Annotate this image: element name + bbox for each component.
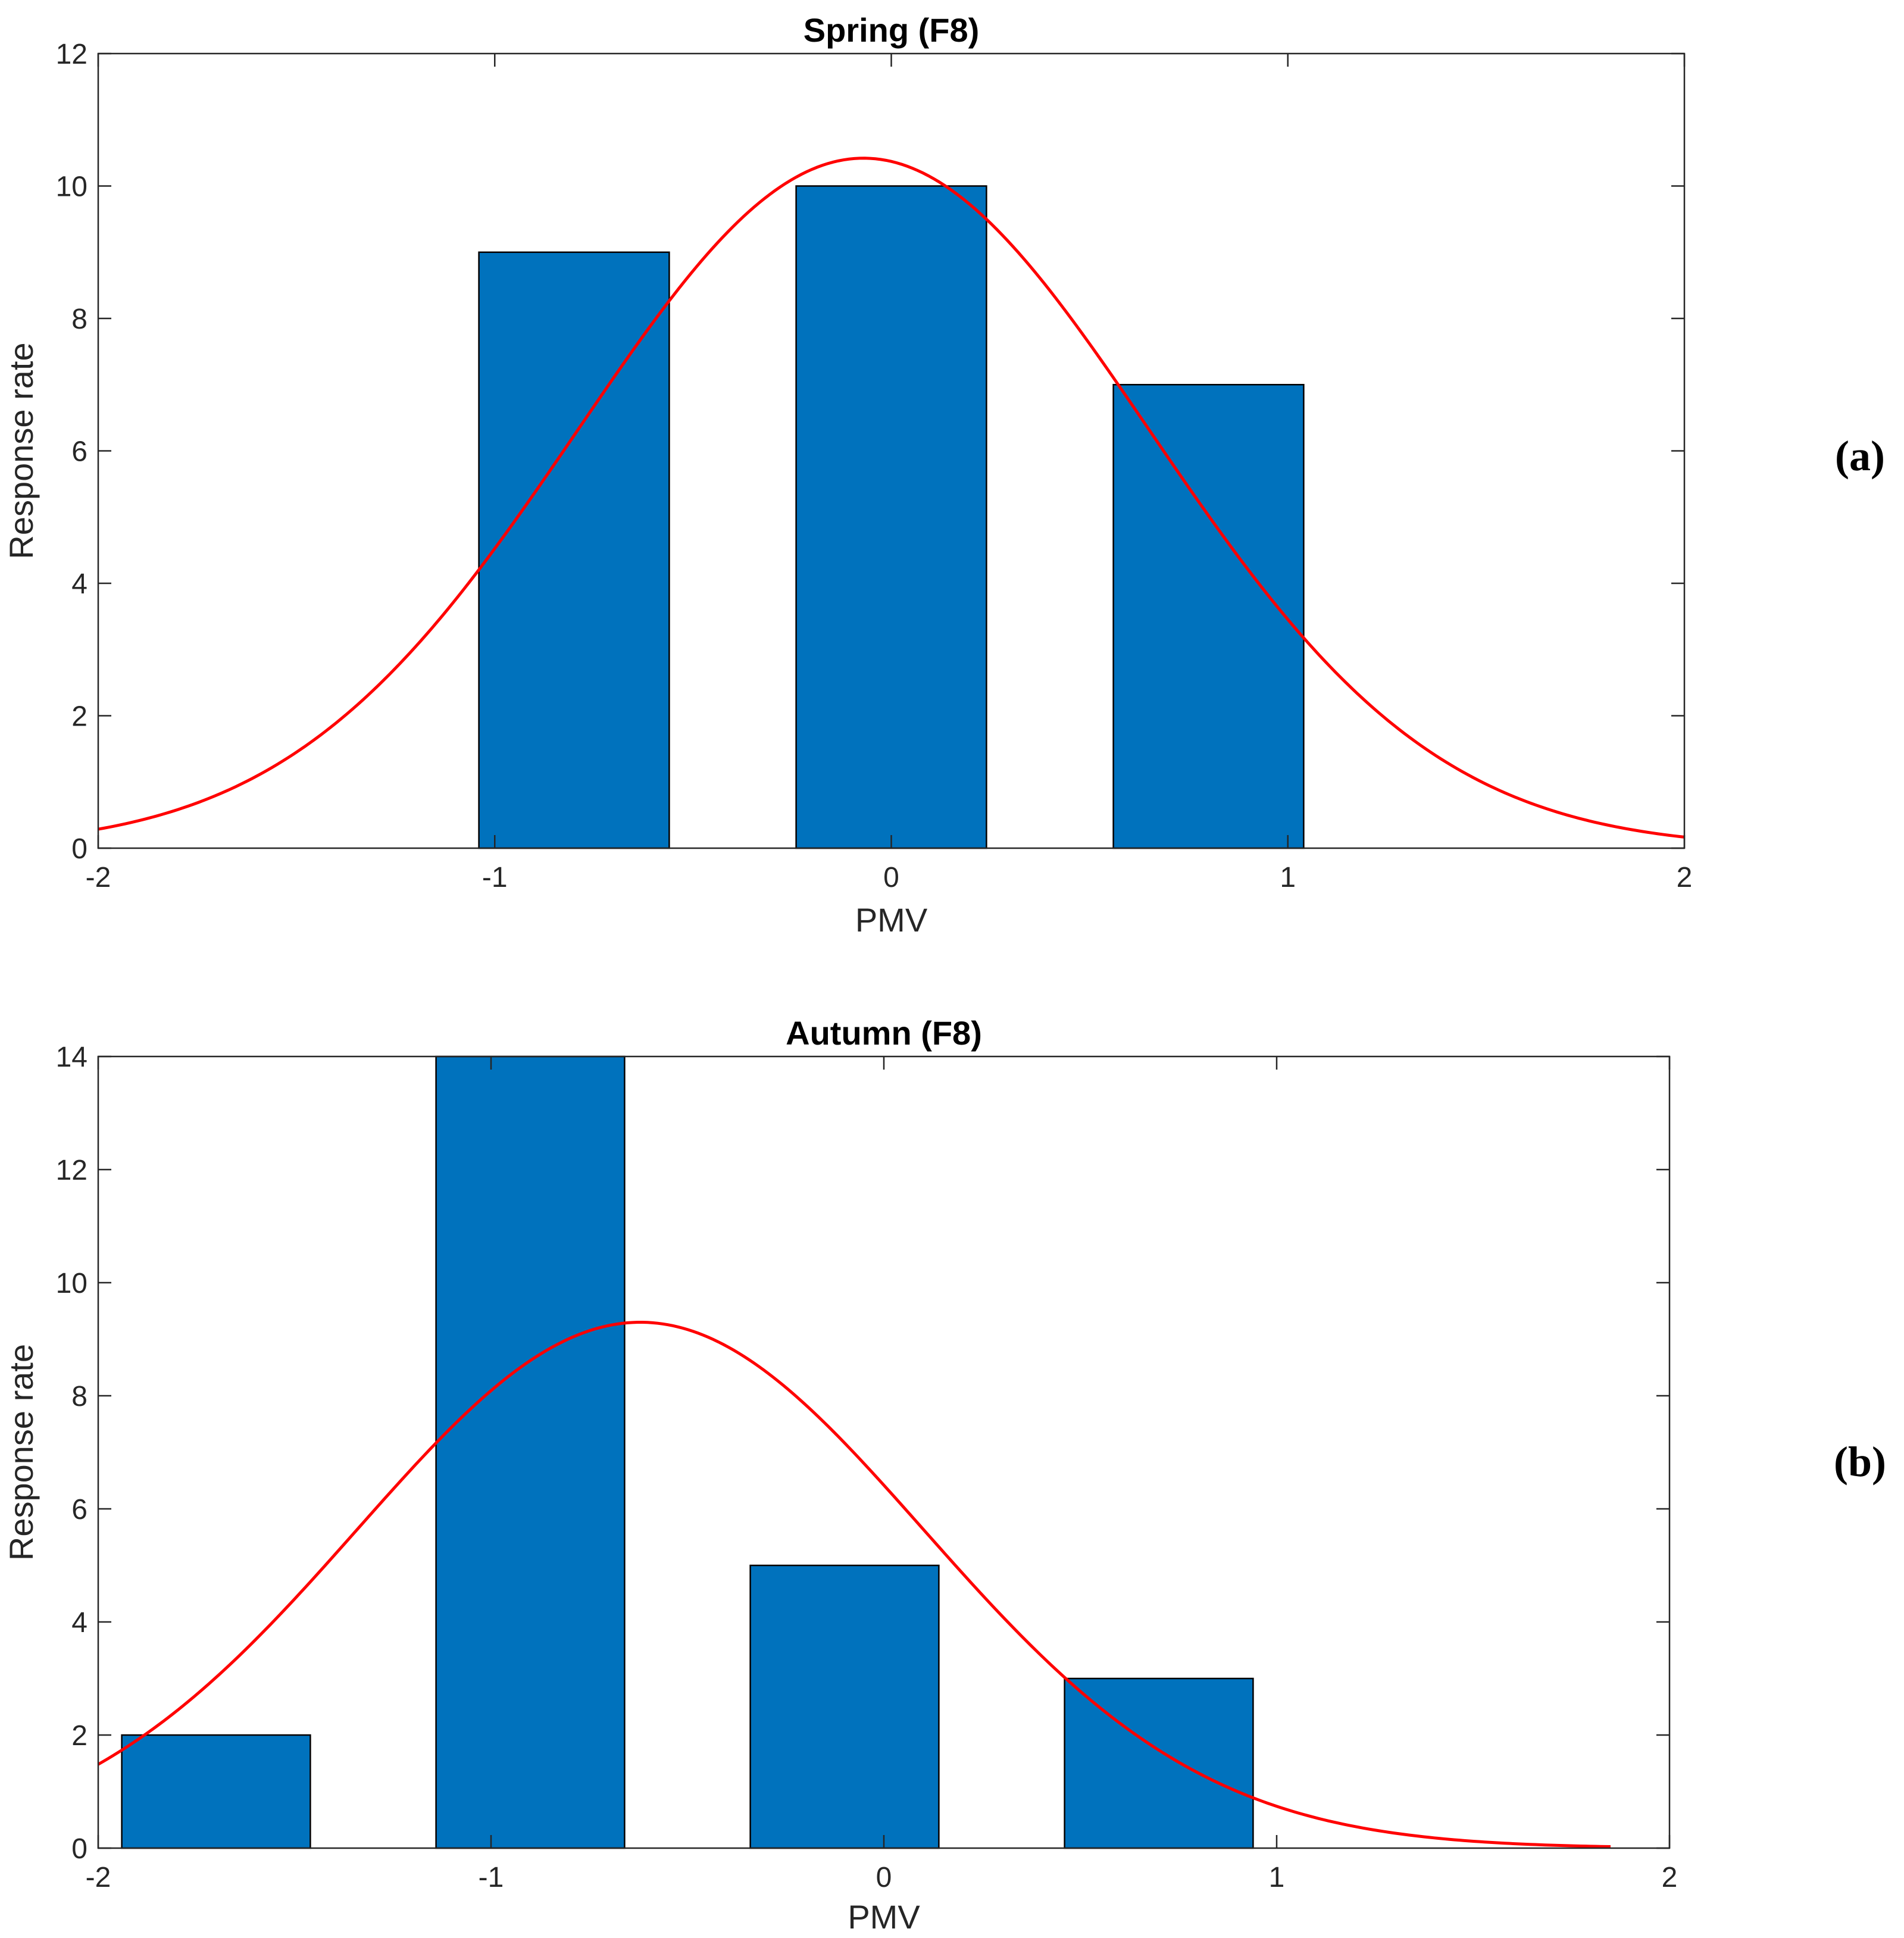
chart-1-ytick-label-5: 10 [56, 1268, 87, 1299]
chart-0-ytick-label-6: 12 [56, 39, 87, 70]
chart-1-xlabel: PMV [848, 1898, 920, 1936]
chart-0-bar-0 [478, 251, 670, 849]
chart-0-ylabel: Response rate [2, 342, 40, 559]
chart-1-ytick-label-6: 12 [56, 1155, 87, 1186]
chart-1-bar-3 [1064, 1677, 1254, 1849]
chart-1-ytick-label-7: 14 [56, 1042, 87, 1073]
chart-1-title: Autumn (F8) [786, 1014, 982, 1052]
chart-0-xtick-label-1: -1 [482, 862, 508, 893]
chart-0-panel-label: (a) [1835, 432, 1885, 480]
chart-0-xtick-label-0: -2 [86, 862, 111, 893]
chart-1-bar-2 [749, 1564, 940, 1849]
chart-0-ytick-label-0: 0 [71, 833, 87, 865]
chart-0-xtick-label-2: 0 [883, 862, 899, 893]
chart-1-bar-0 [121, 1734, 311, 1849]
chart-1-xtick-label-3: 1 [1269, 1862, 1285, 1893]
chart-0-ytick-label-2: 4 [71, 568, 87, 600]
chart-1-ytick-label-3: 6 [71, 1494, 87, 1526]
chart-1-bar-1 [435, 1055, 626, 1849]
chart-1-ytick-label-1: 2 [71, 1720, 87, 1752]
chart-1-xtick-label-4: 2 [1662, 1862, 1678, 1893]
chart-1-panel-label: (b) [1834, 1438, 1886, 1486]
chart-0-xlabel: PMV [855, 901, 928, 939]
chart-0-fit-curve [98, 157, 1685, 839]
chart-1-fit-curve [97, 1321, 1611, 1849]
chart-0-title: Spring (F8) [804, 11, 980, 49]
chart-1-ytick-label-4: 8 [71, 1381, 87, 1412]
chart-0-ytick-label-1: 2 [71, 701, 87, 733]
chart-0-ytick-label-4: 8 [71, 304, 87, 335]
chart-1-xtick-label-1: -1 [479, 1862, 504, 1893]
chart-0-bar-2 [1112, 384, 1305, 849]
chart-1-ytick-label-2: 4 [71, 1607, 87, 1639]
chart-1-ylabel: Response rate [2, 1344, 40, 1561]
chart-0-ytick-label-5: 10 [56, 171, 87, 203]
chart-0-bar-1 [795, 185, 987, 849]
chart-0-ytick-label-3: 6 [71, 436, 87, 468]
chart-0-xtick-label-3: 1 [1280, 862, 1296, 893]
chart-1-xtick-label-0: -2 [86, 1862, 111, 1893]
chart-1-ytick-label-0: 0 [71, 1833, 87, 1865]
chart-0-xtick-label-4: 2 [1677, 862, 1693, 893]
chart-1-xtick-label-2: 0 [876, 1862, 892, 1893]
